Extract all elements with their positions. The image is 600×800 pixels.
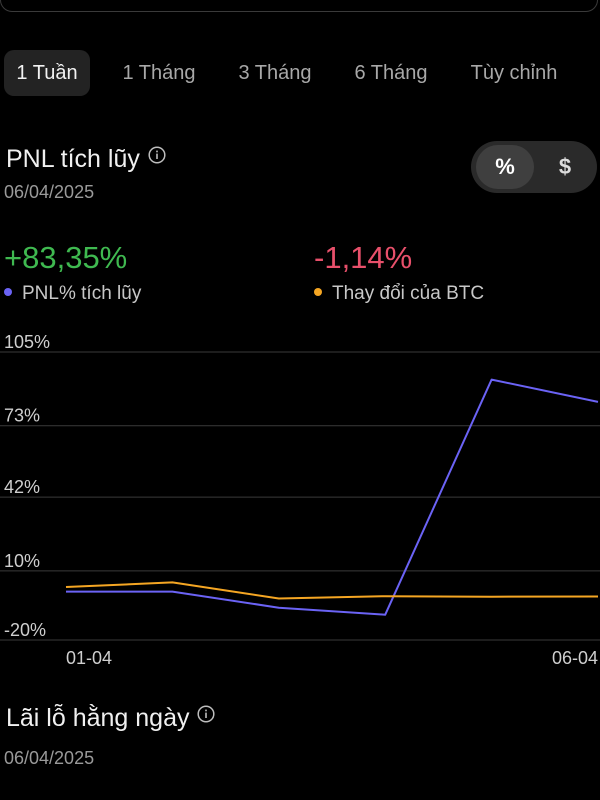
tab-6-months[interactable]: 6 Tháng [354, 62, 428, 84]
pnl-legend-dot [4, 288, 12, 296]
tab-1-week[interactable]: 1 Tuần [4, 50, 90, 96]
period-tabs: 1 Tuần 1 Tháng 3 Tháng 6 Tháng Tùy chỉnh [4, 50, 600, 96]
pnl-line-chart[interactable]: 105% 73% 42% 10% -20% 01-04 06-04 [0, 330, 600, 675]
tab-custom[interactable]: Tùy chỉnh [470, 62, 558, 84]
pnl-title-row: PNL tích lũy [6, 145, 166, 174]
btc-legend-label: Thay đổi của BTC [332, 283, 485, 304]
btc-series-line [65, 581, 599, 600]
pnl-series-line [66, 378, 599, 616]
x-tick-label: 01-04 [66, 648, 112, 668]
pnl-date: 06/04/2025 [4, 182, 95, 202]
percent-toggle-button[interactable]: % [476, 145, 534, 189]
search-bar-edge[interactable] [0, 0, 598, 12]
tab-3-months[interactable]: 3 Tháng [238, 62, 312, 84]
btc-legend: Thay đổi của BTC [314, 283, 484, 305]
y-tick-label: 73% [4, 406, 40, 426]
y-tick-label: 42% [4, 477, 40, 497]
x-tick-label: 06-04 [552, 648, 598, 668]
daily-title: Lãi lỗ hằng ngày [6, 704, 190, 732]
y-tick-label: 10% [4, 551, 40, 571]
daily-date: 06/04/2025 [4, 748, 95, 768]
daily-title-row: Lãi lỗ hằng ngày [6, 704, 216, 733]
unit-toggle: % $ [471, 141, 597, 193]
pnl-title: PNL tích lũy [6, 145, 140, 173]
pnl-percent-value: +83,35% [4, 240, 128, 275]
info-icon[interactable] [197, 705, 216, 723]
btc-change-value: -1,14% [314, 240, 413, 275]
dollar-toggle-button[interactable]: $ [558, 154, 572, 179]
info-icon[interactable] [148, 146, 166, 164]
pnl-legend-label: PNL% tích lũy [22, 283, 142, 304]
pnl-legend: PNL% tích lũy [4, 283, 141, 305]
y-tick-label: -20% [4, 620, 46, 640]
y-tick-label: 105% [4, 332, 50, 352]
btc-legend-dot [314, 288, 322, 296]
tab-1-month[interactable]: 1 Tháng [122, 62, 196, 84]
